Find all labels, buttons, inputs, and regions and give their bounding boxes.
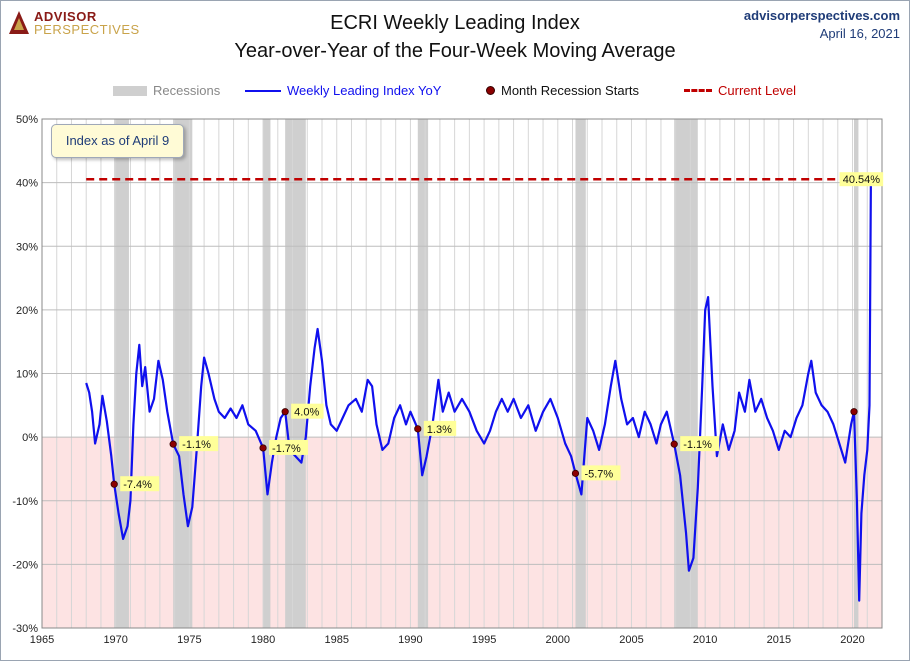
y-tick-label: 10%	[16, 369, 38, 381]
x-tick-label: 2000	[546, 634, 570, 646]
marker-label-4: 1.3%	[427, 424, 452, 436]
legend-recessions: Recessions	[113, 83, 220, 98]
x-tick-label: 1995	[472, 634, 496, 646]
y-tick-label: 0%	[22, 432, 38, 444]
recession-start-marker-3	[281, 408, 289, 416]
negative-zone	[42, 437, 882, 628]
y-tick-label: 30%	[16, 241, 38, 253]
current-level-label-bg	[839, 172, 884, 187]
logo-text-bottom: PERSPECTIVES	[34, 22, 140, 37]
marker-label-0: -7.4%	[123, 479, 152, 491]
y-tick-label: -10%	[12, 496, 38, 508]
current-level-label: 40.54%	[843, 174, 881, 186]
marker-label-bg-1	[179, 436, 219, 452]
x-tick-label: 2020	[840, 634, 864, 646]
recession-start-marker-6	[670, 440, 678, 448]
index-note: Index as of April 9	[51, 124, 184, 158]
x-tick-label: 2005	[619, 634, 643, 646]
legend-marker-swatch	[486, 86, 495, 95]
plot-border	[41, 118, 883, 629]
recession-start-marker-7	[850, 408, 858, 416]
x-tick-label: 1965	[30, 634, 54, 646]
x-tick-label: 2015	[767, 634, 791, 646]
marker-label-3: 4.0%	[294, 407, 319, 419]
legend-month-start-label: Month Recession Starts	[501, 83, 640, 98]
source-site: advisorperspectives.com	[743, 8, 900, 23]
legend-month-start: Month Recession Starts	[486, 83, 639, 98]
chart-title-line1: ECRI Weekly Leading Index	[330, 12, 580, 34]
marker-label-bg-6	[680, 436, 720, 452]
marker-label-bg-2	[269, 439, 309, 455]
marker-label-1: -1.1%	[182, 439, 211, 451]
marker-label-bg-4	[423, 420, 457, 436]
logo-mark-icon	[9, 11, 29, 34]
legend-current: Current Level	[684, 83, 796, 98]
marker-label-2: -1.7%	[272, 443, 301, 455]
marker-label-6: -1.1%	[683, 439, 712, 451]
logo-text-top: ADVISOR	[34, 9, 97, 24]
x-tick-label: 1975	[177, 634, 201, 646]
y-tick-label: 50%	[16, 114, 38, 126]
recession-start-marker-0	[110, 480, 118, 488]
marker-label-bg-5	[581, 465, 621, 481]
brand-logo: ADVISOR PERSPECTIVES	[8, 8, 148, 40]
recession-start-marker-1	[169, 440, 177, 448]
legend-recession-swatch	[113, 85, 147, 96]
y-tick-label: -20%	[12, 559, 38, 571]
legend-series-label: Weekly Leading Index YoY	[287, 83, 442, 98]
recession-start-marker-5	[571, 469, 580, 477]
recession-start-marker-4	[414, 425, 422, 433]
legend-current-swatch	[684, 89, 712, 92]
recession-start-marker-2	[259, 444, 267, 452]
marker-label-bg-3	[291, 403, 324, 419]
y-tick-label: 40%	[16, 178, 38, 190]
legend-series: Weekly Leading Index YoY	[245, 83, 441, 98]
chart-title-line2: Year-over-Year of the Four-Week Moving A…	[234, 40, 676, 62]
marker-label-5: -5.7%	[584, 468, 613, 480]
legend-series-swatch	[245, 89, 281, 92]
chart-legend: Recessions Weekly Leading Index YoY Mont…	[0, 83, 910, 101]
x-tick-label: 1980	[251, 634, 275, 646]
series-line-0	[85, 179, 872, 602]
x-tick-label: 1985	[324, 634, 348, 646]
x-tick-label: 2010	[693, 634, 717, 646]
marker-label-bg-0	[120, 476, 160, 492]
x-tick-label: 1970	[103, 634, 127, 646]
legend-recessions-label: Recessions	[153, 83, 221, 98]
y-tick-label: -30%	[12, 623, 38, 635]
y-tick-label: 20%	[16, 305, 38, 317]
legend-current-label: Current Level	[718, 83, 797, 98]
chart-date: April 16, 2021	[819, 26, 900, 41]
x-tick-label: 1990	[398, 634, 422, 646]
